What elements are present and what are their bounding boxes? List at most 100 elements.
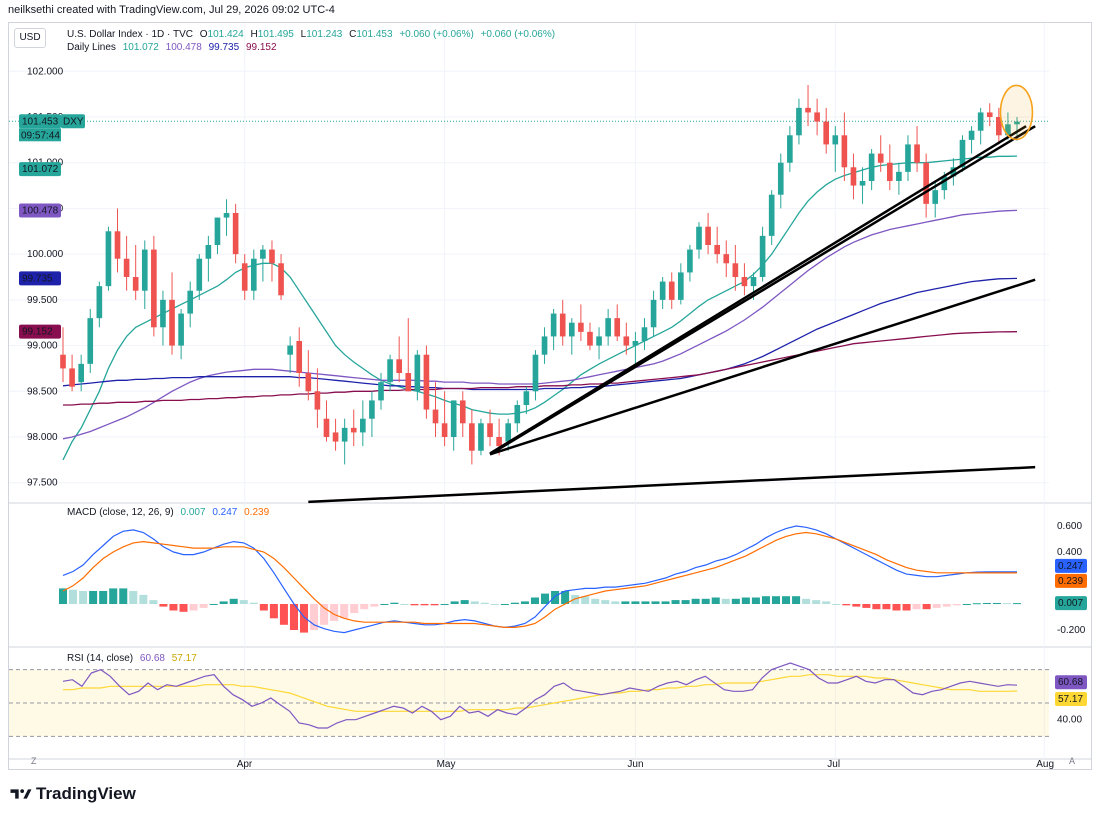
macd-histogram-bar xyxy=(119,588,128,604)
macd-histogram-bar xyxy=(279,604,288,625)
candle-body xyxy=(650,299,657,328)
macd-legend-title: MACD (close, 12, 26, 9) xyxy=(67,507,174,518)
macd-histogram-bar xyxy=(611,601,620,604)
candle-body xyxy=(223,213,230,218)
credit-line: neilksethi created with TradingView.com,… xyxy=(8,4,335,16)
symbol-tag xyxy=(61,114,85,129)
candle-body xyxy=(378,382,384,401)
candle-body xyxy=(732,263,739,277)
trend-line xyxy=(489,125,1027,455)
macd-histogram-bar xyxy=(79,591,88,604)
candle-body xyxy=(205,245,212,259)
candle-body xyxy=(423,354,430,410)
macd-histogram-bar xyxy=(480,602,489,604)
macd-histogram-bar xyxy=(410,604,419,606)
timezone-button[interactable]: Z xyxy=(31,756,37,766)
candle-body xyxy=(787,135,793,163)
candle-body xyxy=(796,107,802,136)
macd-histogram-bar xyxy=(942,604,951,607)
candle-body xyxy=(905,144,911,172)
open-value: 101.424 xyxy=(207,29,244,40)
tradingview-logo[interactable]: TradingView xyxy=(10,784,136,804)
candle-body xyxy=(287,345,293,355)
candle-body xyxy=(132,277,139,291)
candle-body xyxy=(568,322,575,337)
auto-scale-button[interactable]: A xyxy=(1069,756,1076,766)
macd-histogram-bar xyxy=(89,591,98,604)
price-legend: U.S. Dollar Index · 1D · TVC O101.424 H1… xyxy=(67,29,559,40)
macd-histogram-bar xyxy=(992,602,1001,604)
macd-histogram-bar xyxy=(721,598,730,604)
candle-body xyxy=(169,299,175,346)
candle-body xyxy=(60,354,66,369)
candle-body xyxy=(996,117,1002,136)
ma200-tag xyxy=(19,324,61,339)
price-tick-label: 98.000 xyxy=(27,432,58,443)
macd-line xyxy=(62,525,1017,634)
price-tick-label: 100.000 xyxy=(27,249,64,260)
symbol-tag-text: DXY xyxy=(63,116,84,127)
low-value: 101.243 xyxy=(306,29,343,40)
macd-histogram-bar xyxy=(681,600,690,604)
macd-histogram-bar xyxy=(189,604,198,611)
ma-line-100 xyxy=(62,277,1018,391)
chart-frame[interactable]: 102.000101.500101.000100.500100.00099.50… xyxy=(8,22,1092,770)
low-label: L xyxy=(300,29,307,40)
macd-histogram-bar xyxy=(842,604,851,606)
macd-histogram-bar xyxy=(169,604,178,611)
macd-histogram-bar xyxy=(782,596,791,604)
candle-body xyxy=(859,181,866,186)
candle-body xyxy=(432,409,439,424)
candle-body xyxy=(250,258,257,291)
currency-button[interactable]: USD xyxy=(14,28,46,48)
candle-body xyxy=(505,423,512,442)
macd-histogram-bar xyxy=(500,604,509,605)
candle-body xyxy=(614,318,621,337)
ma20-tag-text: 101.072 xyxy=(22,164,59,175)
chart-canvas[interactable]: 102.000101.500101.000100.500100.00099.50… xyxy=(9,23,1092,770)
rsi-value: 60.68 xyxy=(139,653,165,664)
candle-body xyxy=(305,373,312,392)
macd-histogram-bar xyxy=(812,600,821,604)
candle-body xyxy=(496,437,502,447)
macd-legend: MACD (close, 12, 26, 9) 0.007 0.247 0.23… xyxy=(67,507,273,518)
candle-body xyxy=(941,176,948,191)
macd-histogram-bar xyxy=(440,604,449,605)
ma100-tag-text: 99.735 xyxy=(22,273,53,284)
candle-body xyxy=(977,112,984,131)
high-label: H xyxy=(250,29,258,40)
rsi-value-tag xyxy=(1055,675,1087,690)
candle-body xyxy=(687,249,693,273)
candle-body xyxy=(387,359,393,383)
macd-histogram-bar xyxy=(239,600,248,604)
candle-body xyxy=(605,318,611,337)
macd-histogram-bar xyxy=(852,604,861,607)
macd-histogram-bar xyxy=(892,604,901,611)
macd-histogram-bar xyxy=(952,604,961,606)
macd-histogram-bar xyxy=(771,596,781,604)
candle-body xyxy=(369,400,375,419)
macd-value-text: 0.007 xyxy=(1058,598,1083,609)
candle-body xyxy=(886,162,893,181)
candle-body xyxy=(459,400,466,424)
candle-body xyxy=(414,354,421,392)
candle-body xyxy=(296,341,303,373)
ma100-tag xyxy=(19,271,61,286)
candle-body xyxy=(350,427,357,433)
macd-signal-value: 0.239 xyxy=(244,507,270,518)
candle-body xyxy=(123,258,130,277)
macd-histogram-bar xyxy=(882,604,891,610)
candle-body xyxy=(823,121,830,145)
candle-body xyxy=(678,272,684,300)
macd-histogram-bar xyxy=(129,591,138,604)
macd-histogram-bar xyxy=(259,604,268,611)
macd-histogram-bar xyxy=(651,601,660,604)
macd-histogram-bar xyxy=(1002,603,1011,605)
macd-hist-value: 0.007 xyxy=(180,507,206,518)
macd-histogram-bar xyxy=(430,604,439,606)
macd-histogram-bar xyxy=(420,604,429,606)
macd-value-tag xyxy=(1055,573,1087,588)
macd-histogram-bar xyxy=(340,604,349,619)
ma-line-200 xyxy=(63,331,1018,406)
macd-histogram-bar xyxy=(591,598,600,604)
